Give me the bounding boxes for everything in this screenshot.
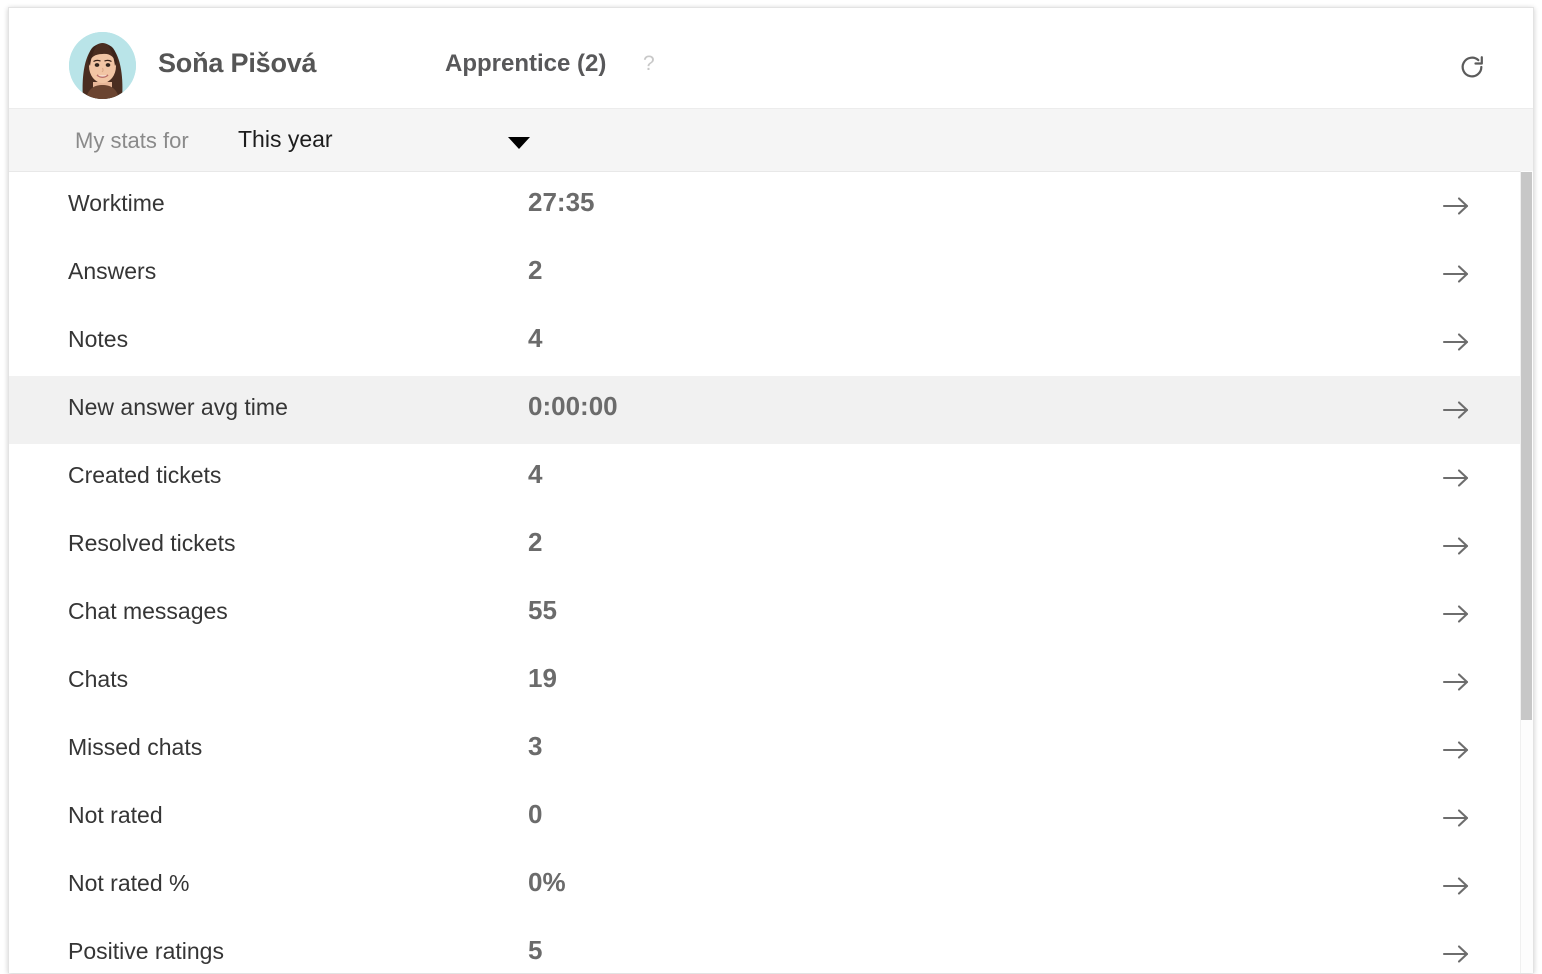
- arrow-right-icon[interactable]: [1441, 465, 1471, 491]
- table-row[interactable]: Resolved tickets 2: [9, 512, 1533, 580]
- table-row[interactable]: Notes 4: [9, 308, 1533, 376]
- table-row[interactable]: Answers 2: [9, 240, 1533, 308]
- stat-value: 0:00:00: [528, 391, 618, 421]
- period-select[interactable]: This year: [238, 126, 548, 156]
- scrollbar-thumb[interactable]: [1521, 172, 1532, 720]
- stat-value: 4: [528, 323, 543, 353]
- stat-label: New answer avg time: [68, 394, 288, 420]
- stat-label: Answers: [68, 258, 157, 284]
- chevron-down-icon: [508, 137, 530, 149]
- stat-label: Not rated %: [68, 870, 190, 896]
- filter-bar: My stats for This year: [9, 109, 1533, 172]
- filter-label: My stats for: [75, 128, 189, 153]
- my-stats-card: Soňa Pišová Apprentice (2) ? My stats fo…: [8, 7, 1534, 973]
- avatar: [69, 32, 136, 99]
- user-name: Soňa Pišová: [158, 48, 317, 78]
- stat-label: Not rated: [68, 802, 163, 828]
- stat-value: 0: [528, 799, 543, 829]
- stat-value: 3: [528, 731, 543, 761]
- arrow-right-icon[interactable]: [1441, 941, 1471, 967]
- card-header: Soňa Pišová Apprentice (2) ?: [9, 8, 1533, 109]
- table-row[interactable]: New answer avg time 0:00:00: [9, 376, 1533, 444]
- table-row[interactable]: Not rated 0: [9, 784, 1533, 852]
- stat-label: Resolved tickets: [68, 530, 236, 556]
- stat-value: 4: [528, 459, 543, 489]
- stat-value: 2: [528, 255, 543, 285]
- arrow-right-icon[interactable]: [1441, 329, 1471, 355]
- stat-label: Chats: [68, 666, 129, 692]
- table-row[interactable]: Missed chats 3: [9, 716, 1533, 784]
- table-row[interactable]: Worktime 27:35: [9, 172, 1533, 240]
- stats-list: Worktime 27:35 Answers 2 Notes 4: [9, 172, 1533, 973]
- stat-value: 27:35: [528, 187, 595, 217]
- stat-label: Chat messages: [68, 598, 228, 624]
- stat-value: 2: [528, 527, 543, 557]
- stat-label: Positive ratings: [68, 938, 224, 964]
- arrow-right-icon[interactable]: [1441, 397, 1471, 423]
- question-mark-icon[interactable]: ?: [643, 52, 655, 75]
- arrow-right-icon[interactable]: [1441, 261, 1471, 287]
- arrow-right-icon[interactable]: [1441, 193, 1471, 219]
- stat-value: 0%: [528, 867, 566, 897]
- stat-label: Worktime: [68, 190, 165, 216]
- arrow-right-icon[interactable]: [1441, 601, 1471, 627]
- table-row[interactable]: Chat messages 55: [9, 580, 1533, 648]
- refresh-icon[interactable]: [1458, 53, 1486, 81]
- stat-label: Notes: [68, 326, 129, 352]
- stat-label: Missed chats: [68, 734, 203, 760]
- stat-value: 19: [528, 663, 557, 693]
- arrow-right-icon[interactable]: [1441, 873, 1471, 899]
- table-row[interactable]: Positive ratings 5: [9, 920, 1533, 973]
- stat-label: Created tickets: [68, 462, 222, 488]
- user-role: Apprentice (2): [445, 50, 607, 77]
- arrow-right-icon[interactable]: [1441, 533, 1471, 559]
- table-row[interactable]: Chats 19: [9, 648, 1533, 716]
- table-row[interactable]: Created tickets 4: [9, 444, 1533, 512]
- arrow-right-icon[interactable]: [1441, 669, 1471, 695]
- stat-value: 5: [528, 935, 543, 965]
- arrow-right-icon[interactable]: [1441, 737, 1471, 763]
- arrow-right-icon[interactable]: [1441, 805, 1471, 831]
- stat-value: 55: [528, 595, 557, 625]
- table-row[interactable]: Not rated % 0%: [9, 852, 1533, 920]
- period-select-value: This year: [238, 126, 333, 152]
